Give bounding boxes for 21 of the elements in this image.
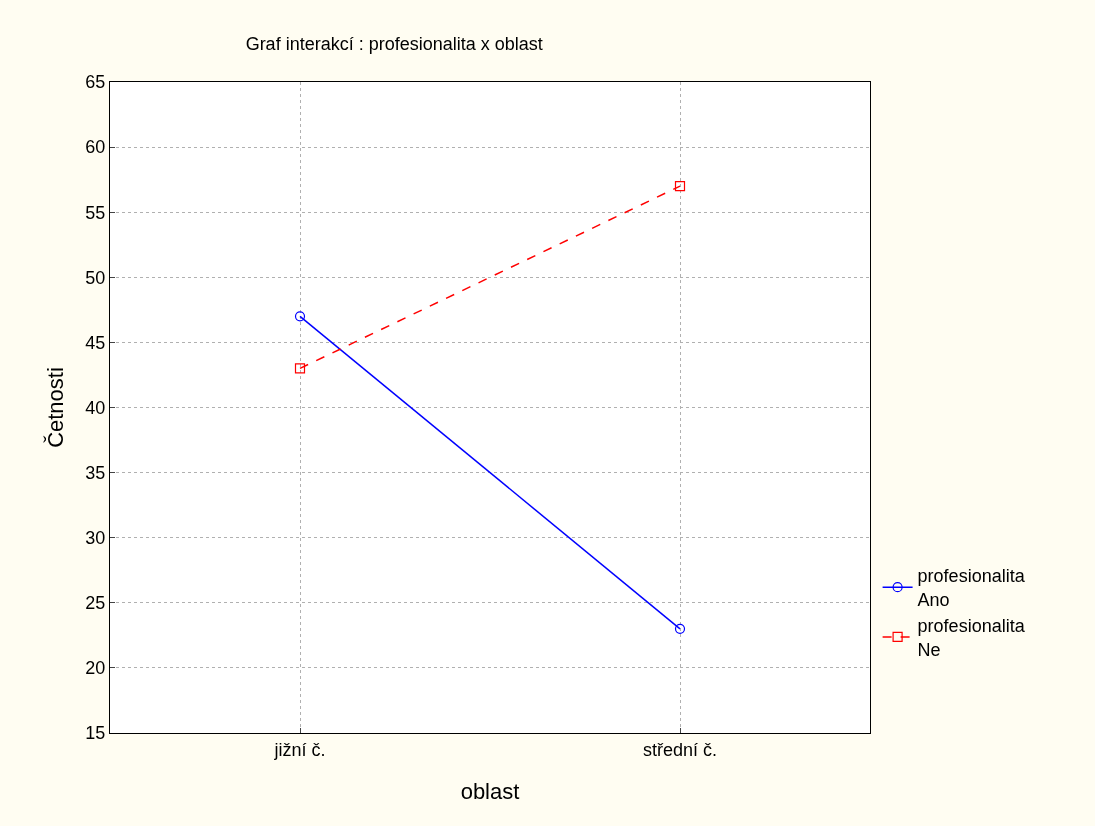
y-tick-label: 25 bbox=[85, 593, 106, 614]
chart-title: Graf interakcí : profesionalita x oblast bbox=[245, 33, 543, 54]
y-tick-label: 20 bbox=[85, 658, 106, 679]
point bbox=[674, 181, 686, 192]
y-tick-label: 35 bbox=[85, 462, 106, 483]
x-tick-label: střední č. bbox=[642, 739, 718, 760]
y-axis-title: Četnosti bbox=[43, 367, 69, 448]
y-tick-label: 60 bbox=[85, 137, 106, 158]
y-tick-label: 40 bbox=[85, 397, 106, 418]
x-tick-label: jižní č. bbox=[273, 739, 326, 760]
y-tick-label: 65 bbox=[85, 72, 106, 93]
y-tick-label: 50 bbox=[85, 267, 106, 288]
point bbox=[674, 623, 686, 634]
y-tick-label: 55 bbox=[85, 202, 106, 223]
y-tick-label: 45 bbox=[85, 332, 106, 353]
x-axis-title: oblast bbox=[460, 779, 520, 805]
y-tick-label: 30 bbox=[85, 528, 106, 548]
point bbox=[294, 311, 306, 322]
point bbox=[294, 363, 306, 374]
y-tick-label: 15 bbox=[85, 723, 106, 744]
legend-label: profesionalita Ne bbox=[917, 616, 1026, 660]
